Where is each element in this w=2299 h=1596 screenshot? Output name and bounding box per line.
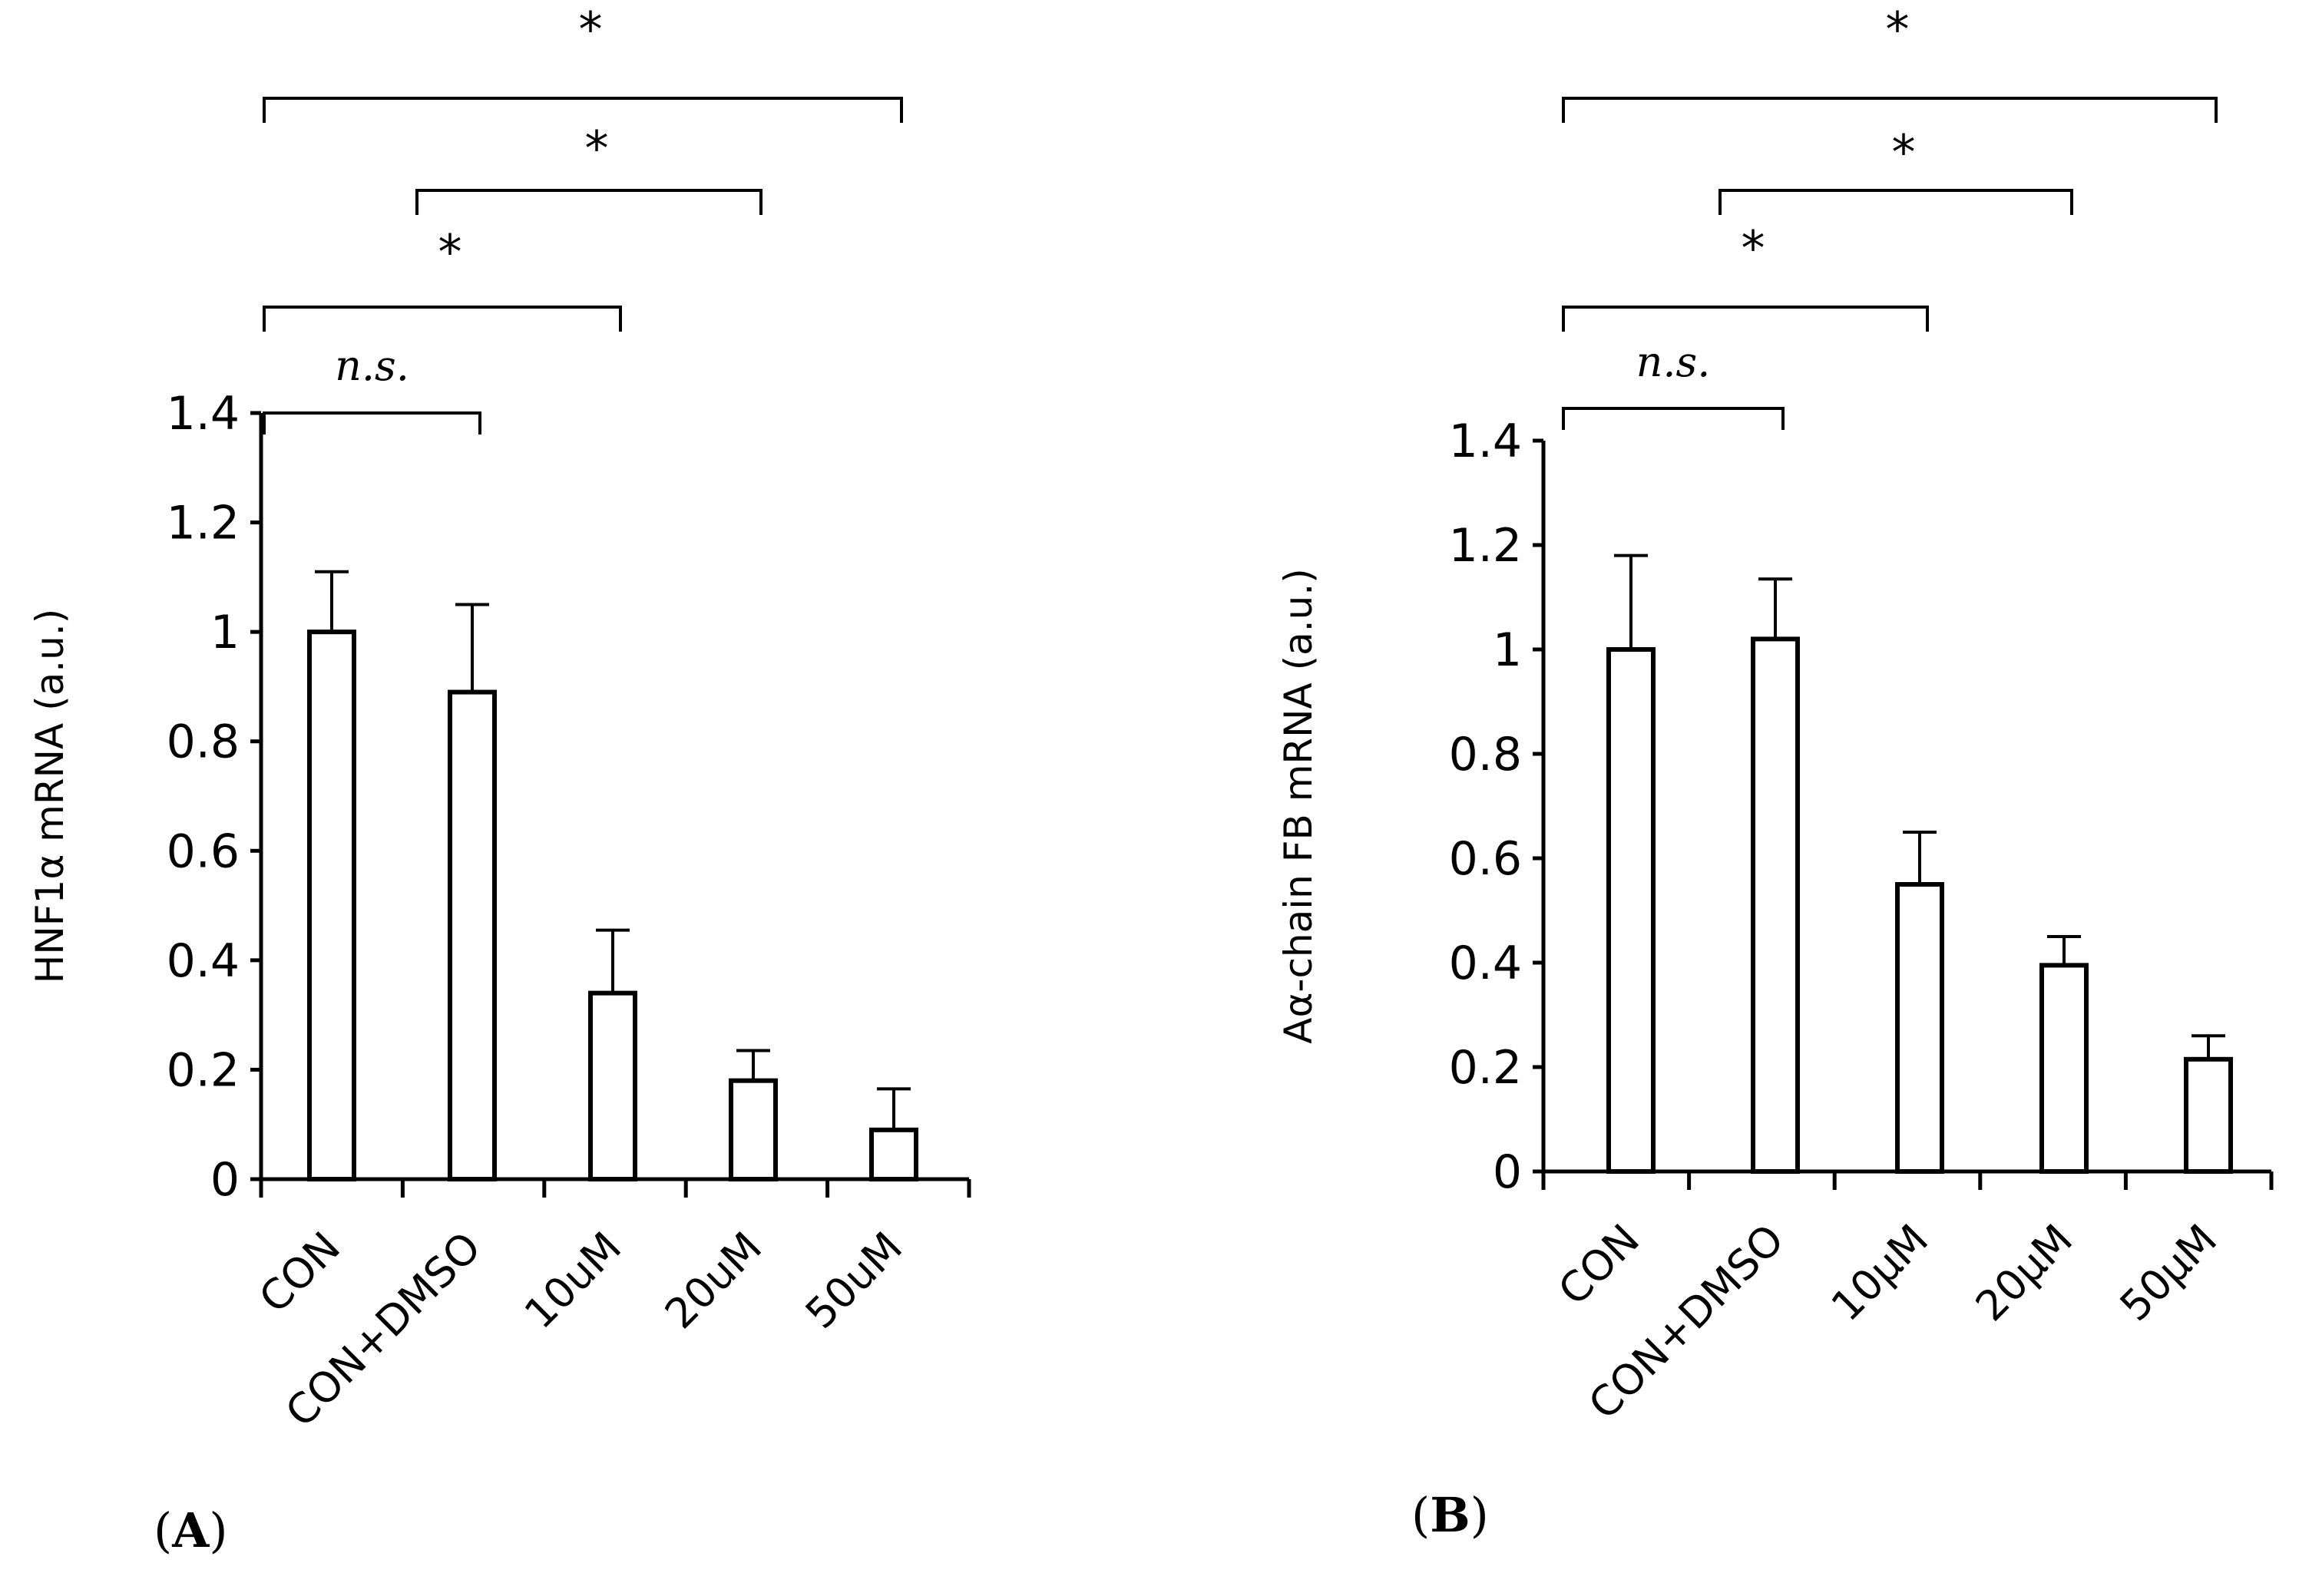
bar — [2184, 1056, 2233, 1175]
bar — [307, 629, 356, 1181]
y-tick-label: 0.6 — [167, 824, 240, 878]
y-tick-label: 0.2 — [167, 1043, 240, 1097]
significance-label: * — [1892, 124, 1916, 180]
bar — [1751, 636, 1800, 1174]
significance-label: * — [1742, 220, 1765, 276]
bar — [588, 990, 637, 1181]
bar — [869, 1127, 918, 1182]
category-label: 50uM — [796, 1223, 911, 1338]
significance-label: * — [1886, 2, 1910, 58]
bar — [1895, 882, 1944, 1174]
significance-bracket — [263, 97, 903, 123]
y-tick-label: 0.2 — [1449, 1041, 1522, 1095]
bar — [729, 1078, 778, 1181]
category-label: 50μM — [2111, 1215, 2226, 1330]
y-axis-title: HNF1α mRNA (a.u.) — [28, 609, 72, 984]
category-label: CON — [1549, 1215, 1649, 1315]
y-tick-label: 1.4 — [1449, 415, 1522, 468]
category-label: 20μM — [1967, 1215, 2082, 1330]
significance-label: n.s. — [1636, 338, 1711, 386]
category-label: 10μM — [1822, 1215, 1937, 1330]
significance-bracket — [1562, 97, 2218, 123]
y-tick-label: 1.4 — [167, 387, 240, 441]
y-axis-title: Aα-chain FB mRNA (a.u.) — [1276, 568, 1321, 1044]
significance-bracket — [1562, 306, 1929, 332]
significance-bracket — [1718, 189, 2073, 215]
significance-label: * — [579, 2, 603, 58]
category-label: 20uM — [656, 1223, 771, 1338]
y-tick-label: 0.4 — [1449, 937, 1522, 990]
panel-label: (B) — [1411, 1487, 1489, 1543]
category-label: CON — [250, 1223, 349, 1323]
y-tick-label: 1 — [210, 606, 240, 659]
bar — [1606, 647, 1656, 1174]
bar — [2039, 963, 2089, 1175]
significance-label: * — [438, 224, 462, 280]
significance-bracket — [415, 189, 762, 215]
category-label: 10uM — [515, 1223, 630, 1338]
y-tick-label: 0.6 — [1449, 832, 1522, 886]
significance-bracket — [263, 411, 481, 435]
panel-label: (A) — [154, 1502, 228, 1558]
significance-label: * — [585, 121, 609, 177]
y-tick-label: 0 — [1493, 1145, 1522, 1199]
significance-bracket — [263, 306, 622, 332]
y-tick-label: 1 — [1493, 623, 1522, 677]
significance-bracket — [1562, 407, 1785, 430]
bar — [448, 689, 497, 1181]
y-tick-label: 0.8 — [167, 715, 240, 769]
significance-label: n.s. — [335, 342, 409, 390]
y-tick-label: 1.2 — [1449, 519, 1522, 573]
y-tick-label: 0.4 — [167, 934, 240, 988]
y-tick-label: 0 — [210, 1153, 240, 1207]
y-tick-label: 0.8 — [1449, 728, 1522, 781]
y-tick-label: 1.2 — [167, 497, 240, 550]
